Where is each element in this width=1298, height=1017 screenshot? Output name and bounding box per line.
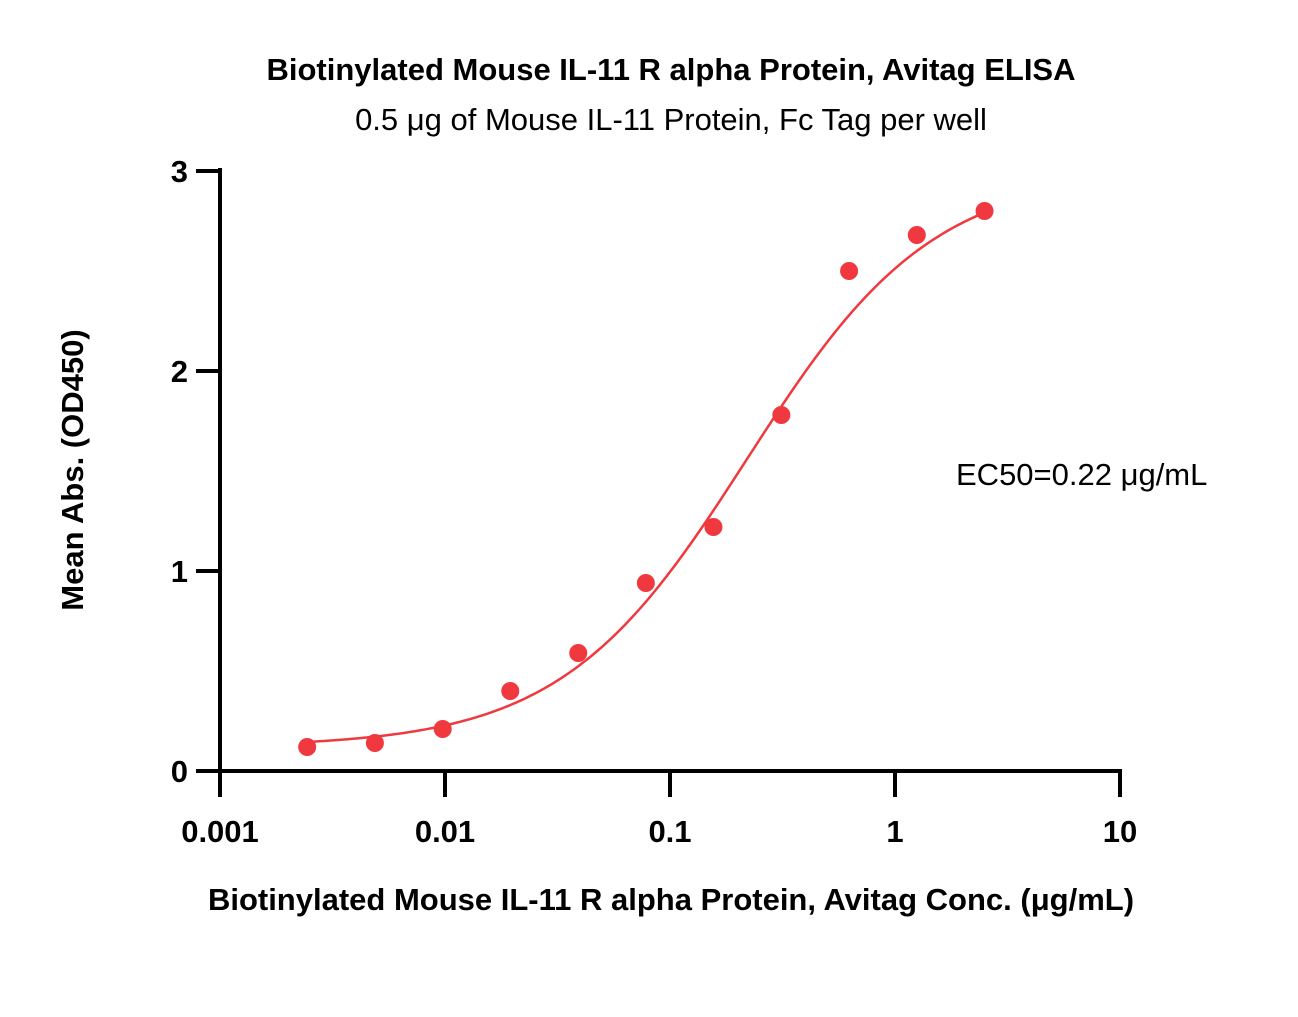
y-tick-label: 1 bbox=[171, 554, 188, 589]
x-tick-label: 0.001 bbox=[181, 814, 259, 849]
x-tick-label: 1 bbox=[886, 814, 903, 849]
chart-title: Biotinylated Mouse IL-11 R alpha Protein… bbox=[267, 52, 1076, 87]
data-point bbox=[433, 720, 452, 738]
x-tick-label: 0.1 bbox=[648, 814, 691, 849]
data-point bbox=[298, 738, 317, 756]
data-point bbox=[840, 262, 859, 280]
y-axis-label: Mean Abs. (OD450) bbox=[55, 329, 90, 610]
y-tick-label: 2 bbox=[171, 354, 188, 389]
x-axis-label: Biotinylated Mouse IL-11 R alpha Protein… bbox=[208, 882, 1134, 917]
data-point bbox=[365, 734, 384, 752]
ec50-annotation: EC50=0.22 μg/mL bbox=[956, 457, 1207, 492]
data-point bbox=[636, 574, 655, 592]
x-tick-label: 10 bbox=[1103, 814, 1137, 849]
data-point bbox=[772, 406, 791, 424]
data-point bbox=[975, 202, 994, 220]
data-point bbox=[569, 644, 588, 662]
x-axis-ticks: 0.001 0.01 0.1 1 10 bbox=[181, 771, 1137, 849]
y-axis-ticks: 0 1 2 3 bbox=[171, 154, 220, 789]
fit-curve-layer bbox=[307, 211, 986, 744]
data-point bbox=[704, 518, 723, 536]
chart-subtitle: 0.5 μg of Mouse IL-11 Protein, Fc Tag pe… bbox=[355, 102, 987, 137]
fit-curve bbox=[307, 211, 986, 744]
x-tick-label: 0.01 bbox=[415, 814, 475, 849]
data-point bbox=[907, 226, 926, 244]
data-point bbox=[501, 682, 520, 700]
y-tick-label: 0 bbox=[171, 754, 188, 789]
y-tick-label: 3 bbox=[171, 154, 188, 189]
data-points-layer bbox=[298, 202, 994, 756]
